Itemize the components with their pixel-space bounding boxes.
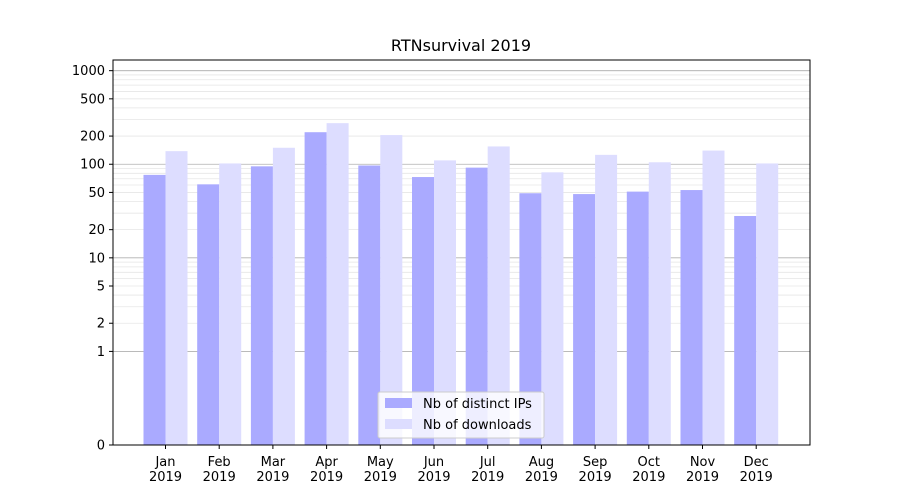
x-tick-label: Dec 2019 bbox=[740, 455, 773, 485]
x-axis: Jan 2019 Feb 2019 Mar 2019 Apr 2019 May 2019 Jun 20… bbox=[149, 445, 773, 485]
x-tick-label: Aug 2019 bbox=[525, 455, 558, 485]
y-tick-label: 50 bbox=[88, 186, 105, 201]
bar-distinct-ips-apr bbox=[304, 132, 327, 445]
y-tick-label: 2 bbox=[97, 317, 105, 332]
x-tick-label: Nov 2019 bbox=[686, 455, 719, 485]
legend-swatch-downloads bbox=[385, 419, 412, 429]
y-tick-label: 200 bbox=[80, 130, 105, 145]
bar-distinct-ips-nov bbox=[680, 190, 703, 445]
bar-downloads-mar bbox=[272, 147, 295, 445]
x-tick-label: Oct 2019 bbox=[632, 455, 665, 485]
chart-title: RTNsurvival 2019 bbox=[391, 36, 531, 55]
legend-box bbox=[377, 391, 545, 439]
bar-distinct-ips-feb bbox=[197, 184, 220, 445]
plot-frame bbox=[112, 59, 811, 446]
y-tick-label: 500 bbox=[80, 92, 105, 107]
bar-downloads-oct bbox=[648, 162, 671, 446]
y-tick-label: 1 bbox=[97, 345, 105, 360]
legend-label-ips: Nb of distinct IPs bbox=[423, 397, 532, 412]
legend: Nb of distinct IPs Nb of downloads bbox=[377, 391, 545, 439]
y-tick-label: 0 bbox=[97, 439, 105, 454]
y-tick-label: 1000 bbox=[72, 64, 105, 79]
bar-distinct-ips-aug bbox=[519, 193, 542, 445]
legend-swatch-ips bbox=[385, 398, 412, 408]
bar-distinct-ips-oct bbox=[626, 191, 649, 445]
bar-downloads-apr bbox=[326, 123, 349, 446]
x-tick-label: Sep 2019 bbox=[579, 455, 612, 485]
x-tick-label: Jul 2019 bbox=[471, 455, 504, 485]
y-tick-label: 5 bbox=[97, 280, 105, 295]
bars bbox=[143, 123, 779, 446]
bar-downloads-aug bbox=[541, 172, 564, 446]
bar-downloads-dec bbox=[756, 163, 779, 445]
legend-label-downloads: Nb of downloads bbox=[423, 418, 532, 433]
y-tick-label: 100 bbox=[80, 158, 105, 173]
bar-downloads-nov bbox=[702, 150, 725, 445]
bar-downloads-jun bbox=[434, 160, 456, 445]
bar-distinct-ips-may bbox=[358, 165, 381, 446]
bar-distinct-ips-dec bbox=[734, 215, 757, 445]
y-axis: 0 1 2 5 10 20 50 100 200 500 1000 bbox=[72, 64, 113, 454]
x-tick-label: Mar 2019 bbox=[256, 455, 289, 485]
x-tick-label: Feb 2019 bbox=[203, 455, 236, 485]
bar-distinct-ips-sep bbox=[573, 194, 596, 445]
x-tick-label: Apr 2019 bbox=[310, 455, 343, 485]
x-tick-label: Jun 2019 bbox=[417, 455, 450, 485]
bar-downloads-sep bbox=[595, 154, 618, 445]
bar-distinct-ips-jul bbox=[465, 167, 488, 445]
x-tick-label: May 2019 bbox=[364, 455, 397, 485]
bar-distinct-ips-mar bbox=[250, 166, 273, 445]
bar-distinct-ips-jan bbox=[143, 174, 166, 445]
bar-downloads-jul bbox=[487, 146, 510, 446]
bar-downloads-feb bbox=[219, 163, 242, 445]
bar-downloads-may bbox=[380, 135, 403, 445]
bar-distinct-ips-jun bbox=[412, 177, 434, 446]
bar-downloads-jan bbox=[165, 151, 188, 446]
x-tick-label: Jan 2019 bbox=[149, 455, 182, 485]
y-tick-label: 20 bbox=[88, 223, 105, 238]
y-tick-label: 10 bbox=[88, 251, 105, 266]
